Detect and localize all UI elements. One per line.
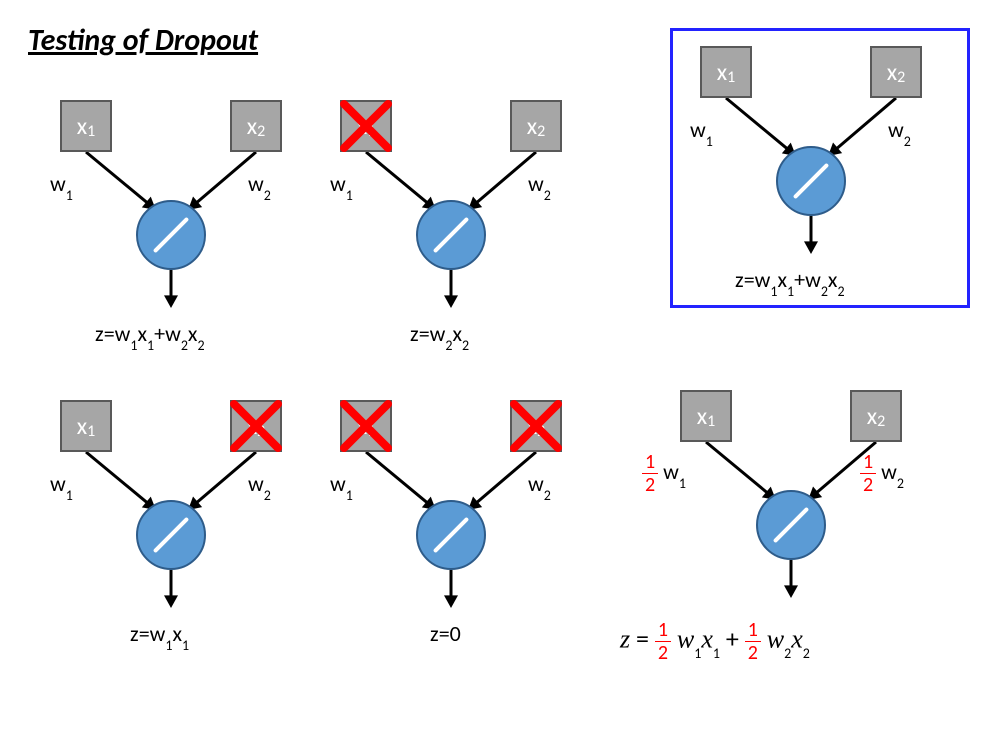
input-x2: x2 — [870, 46, 922, 98]
weight-w1-label: w1 — [50, 470, 73, 500]
weight-w1-label: 12 w1 — [642, 452, 686, 495]
weight-w2-label: w2 — [528, 170, 551, 200]
output-formula: z=w2x2 — [410, 320, 469, 350]
input-x1: x1 — [60, 400, 112, 452]
weight-w2-label: w2 — [248, 470, 271, 500]
weight-w2-label: 12 w2 — [860, 452, 904, 495]
neuron-icon — [416, 200, 486, 270]
dropout-diagram: x1 x2 w1 w2 z=w1x1 — [40, 390, 300, 650]
weight-w2-label: w2 — [248, 170, 271, 200]
dropout-diagram: x1 x2 w1 w2 z=w1x1+w2x2 — [40, 90, 300, 350]
input-x2: x2 — [510, 400, 562, 452]
input-x1: x1 — [700, 46, 752, 98]
output-formula: z=w1x1 — [130, 620, 189, 650]
weight-w1-label: w1 — [330, 170, 353, 200]
output-formula: z = 12 w1x1 + 12 w2x2 — [620, 620, 810, 663]
input-x1: x1 — [340, 100, 392, 152]
input-x2: x2 — [230, 400, 282, 452]
output-formula: z=w1x1+w2x2 — [735, 266, 845, 296]
input-x1: x1 — [60, 100, 112, 152]
weight-w1-label: w1 — [330, 470, 353, 500]
output-formula: z=w1x1+w2x2 — [95, 320, 205, 350]
weight-w2-label: w2 — [888, 116, 911, 146]
dropout-diagram: x1 x2 w1 w2 z=0 — [320, 390, 580, 650]
input-x1: x1 — [340, 400, 392, 452]
weight-w1-label: w1 — [690, 116, 713, 146]
page-title: Testing of Dropout — [28, 22, 258, 59]
dropout-diagram: x1 x2 w1 w2 z=w1x1+w2x2 — [680, 36, 940, 296]
output-formula: z=0 — [430, 620, 461, 647]
neuron-icon — [416, 500, 486, 570]
weight-w2-label: w2 — [528, 470, 551, 500]
input-x1: x1 — [680, 390, 732, 442]
neuron-icon — [756, 490, 826, 560]
neuron-icon — [136, 500, 206, 570]
dropout-diagram: x1 x2 w1 w2 z=w2x2 — [320, 90, 580, 350]
neuron-icon — [136, 200, 206, 270]
input-x2: x2 — [850, 390, 902, 442]
input-x2: x2 — [510, 100, 562, 152]
input-x2: x2 — [230, 100, 282, 152]
weight-w1-label: w1 — [50, 170, 73, 200]
neuron-icon — [776, 146, 846, 216]
dropout-diagram: x1x2 12 w112 w2z = 12 w1x1 + 12 w2x2 — [660, 380, 920, 640]
